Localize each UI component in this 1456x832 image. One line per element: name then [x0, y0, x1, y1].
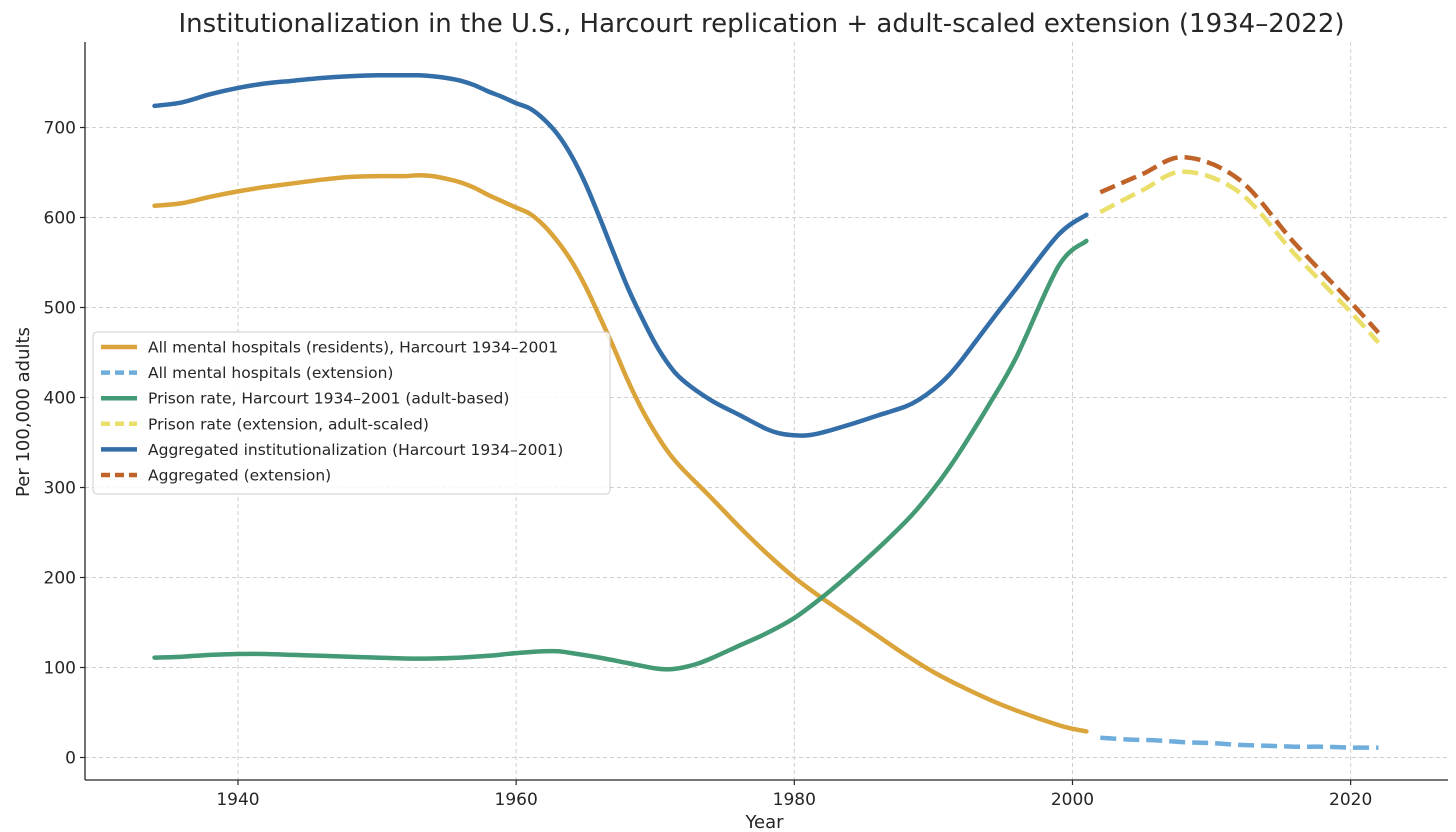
legend-label: All mental hospitals (residents), Harcou…	[148, 339, 558, 357]
legend-label: All mental hospitals (extension)	[148, 364, 393, 382]
chart-title: Institutionalization in the U.S., Harcou…	[178, 9, 1344, 39]
y-tick-label: 300	[44, 479, 76, 499]
y-tick-label: 500	[44, 299, 76, 319]
y-axis-label: Per 100,000 adults	[13, 327, 34, 497]
axes: 1940 1960 1980 2000 2020 0 100 200 300 400 500 600 7…	[44, 42, 1448, 810]
series-lines	[152, 72, 1381, 750]
y-tick-label: 400	[44, 389, 76, 409]
series-line-aggregated-institutionalization-harcourt-1934-2001	[152, 72, 1089, 438]
y-tick-label: 0	[65, 749, 76, 769]
series-line-prison-rate-harcourt-1934-2001-adult-based	[152, 238, 1089, 672]
y-tick-label: 200	[44, 569, 76, 589]
legend-frame	[92, 331, 611, 495]
x-tick-label: 1960	[495, 790, 538, 810]
series-line-all-mental-hospitals-residents-harcourt-1934-2001	[152, 172, 1089, 734]
x-tick-label: 2000	[1051, 790, 1094, 810]
legend-label: Aggregated institutionalization (Harcour…	[148, 441, 563, 459]
y-tick-label: 700	[44, 119, 76, 139]
legend-label: Aggregated (extension)	[148, 467, 331, 485]
legend-label: Prison rate (extension, adult-scaled)	[148, 415, 429, 433]
x-tick-label: 1940	[216, 790, 259, 810]
y-tick-label: 100	[44, 659, 76, 679]
legend-label: Prison rate, Harcourt 1934–2001 (adult-b…	[148, 390, 509, 408]
grid-lines	[85, 42, 1448, 780]
y-tick-label: 600	[44, 209, 76, 229]
x-tick-label: 2020	[1329, 790, 1372, 810]
series-line-prison-rate-extension-adult-scaled	[1099, 169, 1381, 345]
series-line-aggregated-extension	[1099, 154, 1381, 335]
x-axis-label: Year	[744, 812, 784, 832]
series-line-all-mental-hospitals-extension	[1100, 735, 1379, 750]
legend: All mental hospitals (residents), Harcou…	[92, 331, 611, 495]
x-tick-label: 1980	[773, 790, 816, 810]
